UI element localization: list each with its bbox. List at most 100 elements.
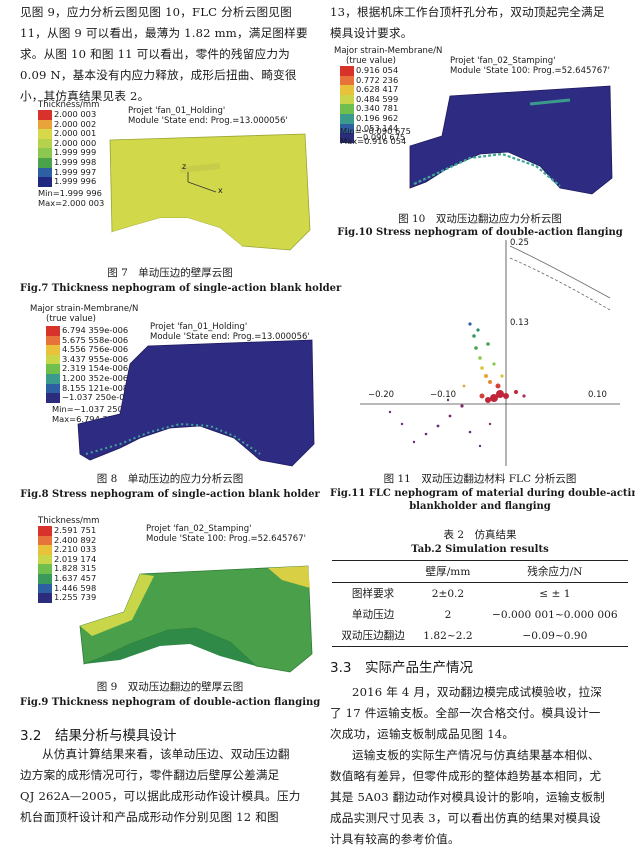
text-line: 机台面顶杆设计和产品成形动作分别见图 12 和图 — [20, 810, 279, 824]
legend-swatch — [340, 94, 354, 105]
legend-value: 2.000 001 — [54, 128, 97, 139]
legend-value: 0.916 054 — [356, 65, 399, 75]
section-3-2-paragraph: 从仿真计算结果来看，该单动压边、双动压边翻 边方案的成形情况可行，零件翻边后壁厚… — [20, 744, 320, 828]
legend-value: 2.319 154e-006 — [62, 363, 129, 374]
table-row: 图样要求 2±0.2 ≤ ± 1 — [332, 583, 628, 605]
figure-8: Major strain-Membrane/N (true value) 6.7… — [20, 304, 320, 470]
text-line: 2016 年 4 月，双动翻边模完成试模验收，拉深 — [352, 685, 603, 699]
axis-x-label: x — [218, 186, 223, 195]
legend-title: Major strain-Membrane/N — [30, 304, 139, 314]
module-label: Module 'State 100: Prog.=52.645767' — [450, 66, 610, 76]
section-3-3-heading: 3.3 实际产品生产情况 — [330, 660, 473, 676]
legend-swatch — [38, 129, 52, 139]
fig8-part-shape — [77, 339, 315, 467]
min-value: Min=−0.090 675 — [340, 126, 411, 136]
legend-swatch — [46, 393, 60, 403]
legend-value: 3.437 955e-006 — [62, 353, 129, 364]
legend-value: 1.999 997 — [54, 166, 97, 177]
legend-swatch — [38, 157, 52, 168]
figure-7: Thickness/mm 2.000 003 2.000 002 2.000 0… — [20, 100, 320, 262]
max-value: Max=6.794 359e-006 — [52, 414, 143, 424]
section-3-3-paragraph-2: 运输支板的实际生产情况与仿真结果基本相似、 数值略有差异，但零件成形的整体趋势基… — [330, 745, 630, 850]
fig10-part-shape — [409, 85, 613, 195]
legend-value: −1.037 250e-006 — [62, 392, 136, 403]
text-line: 11，从图 9 可以看出，最薄为 1.82 mm，满足图样要 — [20, 26, 308, 40]
table-cell: 单动压边 — [351, 609, 395, 621]
legend-value: 1.999 999 — [54, 147, 97, 158]
table-cell: 2 — [444, 608, 452, 621]
fig11-flc-plot — [360, 240, 620, 466]
text-line: 0.09 N，基本没有内应力释放，成形后扭曲、畸变很 — [20, 68, 297, 82]
legend-swatch — [38, 110, 52, 120]
table-cell: 双动压边翻边 — [341, 630, 405, 642]
legend-swatch — [38, 138, 52, 149]
legend-swatch — [46, 335, 60, 346]
min-value: Min=1.999 996 — [38, 188, 102, 198]
table-row: 单动压边 2 −0.000 001~0.000 006 — [332, 604, 628, 625]
fig7-caption-en: Fig.7 Thickness nephogram of single-acti… — [20, 283, 342, 294]
x-tick-label: 0.10 — [588, 390, 607, 400]
table-cell: −0.09~0.90 — [522, 629, 588, 642]
legend-value: 0.772 236 — [356, 74, 399, 85]
legend-value: 1.637 457 — [54, 572, 97, 583]
legend-value: 5.675 558e-006 — [62, 334, 129, 345]
text-line: 数值略有差异，但零件成形的整体趋势基本相同，尤 — [330, 769, 602, 783]
legend-value: 1.999 996 — [54, 176, 97, 187]
legend-value: 4.556 756e-006 — [62, 344, 129, 355]
legend-subtitle: (true value) — [46, 314, 96, 324]
text-line: 13，根据机床工作台顶杆孔分布，双动顶起完全满足 — [330, 5, 605, 19]
text-line: 成品实测尺寸见表 3，可以看出仿真的结果对模具设 — [330, 811, 601, 825]
text-line: 模具设计要求。 — [330, 26, 413, 40]
module-label: Module 'State end: Prog.=13.000056' — [128, 116, 288, 126]
section-3-3-paragraph-1: 2016 年 4 月，双动翻边模完成试模验收，拉深 了 17 件运输支板。全部一… — [330, 682, 630, 745]
table-row: 双动压边翻边 1.82~2.2 −0.09~0.90 — [332, 625, 628, 647]
table-header: 壁厚/mm — [425, 566, 471, 578]
fig9-part-shape — [79, 565, 313, 673]
axis-z-label: z — [182, 162, 187, 171]
text-line: 次成功，运输支板制成品见图 14。 — [330, 727, 515, 741]
y-tick-label: 0.25 — [510, 238, 529, 248]
legend-swatch — [340, 75, 354, 86]
legend-title: Major strain-Membrane/N — [334, 46, 443, 56]
legend-swatch — [46, 383, 60, 394]
legend-subtitle: (true value) — [346, 56, 396, 66]
text-line: 见图 9，应力分析云图见图 10，FLC 分析云图见图 — [20, 5, 292, 19]
text-line: 边方案的成形情况可行，零件翻边后壁厚公差满足 — [20, 768, 280, 782]
legend-swatch — [46, 364, 60, 374]
legend-value: 2.019 174 — [54, 553, 97, 564]
fig11-caption-en: blankholder and flanging — [409, 501, 551, 512]
legend-value: 0.053 144 — [356, 122, 399, 133]
legend-swatch — [340, 123, 354, 134]
figure-9: Thickness/mm 2.591 751 2.400 892 2.210 0… — [20, 516, 320, 676]
fig8-caption-en: Fig.8 Stress nephogram of single-action … — [20, 489, 320, 500]
legend-value: 0.196 962 — [356, 112, 399, 123]
legend-title: Thickness/mm — [38, 516, 100, 526]
fig10-caption-cn: 图 10 双动压边翻边应力分析云图 — [398, 213, 562, 225]
legend-swatch — [38, 526, 52, 536]
legend-swatch — [38, 583, 52, 594]
project-label: Projet 'fan_01_Holding' — [128, 106, 226, 116]
project-label: Projet 'fan_01_Holding' — [150, 322, 248, 332]
x-tick-label: −0.10 — [430, 390, 457, 400]
top-paragraph: 13，根据机床工作台顶杆孔分布，双动顶起完全满足 模具设计要求。 — [330, 2, 630, 44]
legend-swatch — [38, 593, 52, 603]
legend-swatch — [38, 545, 52, 555]
legend-value: 8.155 121e-008 — [62, 382, 129, 393]
project-label: Projet 'fan_02_Stamping' — [146, 524, 252, 534]
y-tick-label: 0.13 — [510, 318, 529, 328]
text-line: 计具有较高的参考价值。 — [330, 832, 460, 846]
project-label: Projet 'fan_02_Stamping' — [450, 56, 556, 66]
fig10-caption-en: Fig.10 Stress nephogram of double-action… — [337, 227, 623, 238]
legend-swatch — [38, 148, 52, 158]
figure-11: 0.25 0.13 −0.20 −0.10 0.10 — [330, 236, 630, 470]
legend-swatch — [340, 113, 354, 124]
table2-title-cn: 表 2 仿真结果 — [443, 529, 517, 541]
legend-swatch — [46, 373, 60, 384]
table-cell: 1.82~2.2 — [423, 629, 473, 642]
text-line: 从仿真计算结果来看，该单动压边、双动压边翻 — [42, 747, 290, 761]
text-line: 了 17 件运输支板。全部一次合格交付。模具设计一 — [330, 706, 601, 720]
table-cell: −0.000 001~0.000 006 — [492, 608, 618, 621]
figure-10: Major strain-Membrane/N (true value) 0.9… — [330, 46, 630, 210]
module-label: Module 'State end: Prog.=13.000056' — [150, 332, 310, 342]
legend: 0.916 054 0.772 236 0.628 417 0.484 599 … — [340, 65, 405, 143]
